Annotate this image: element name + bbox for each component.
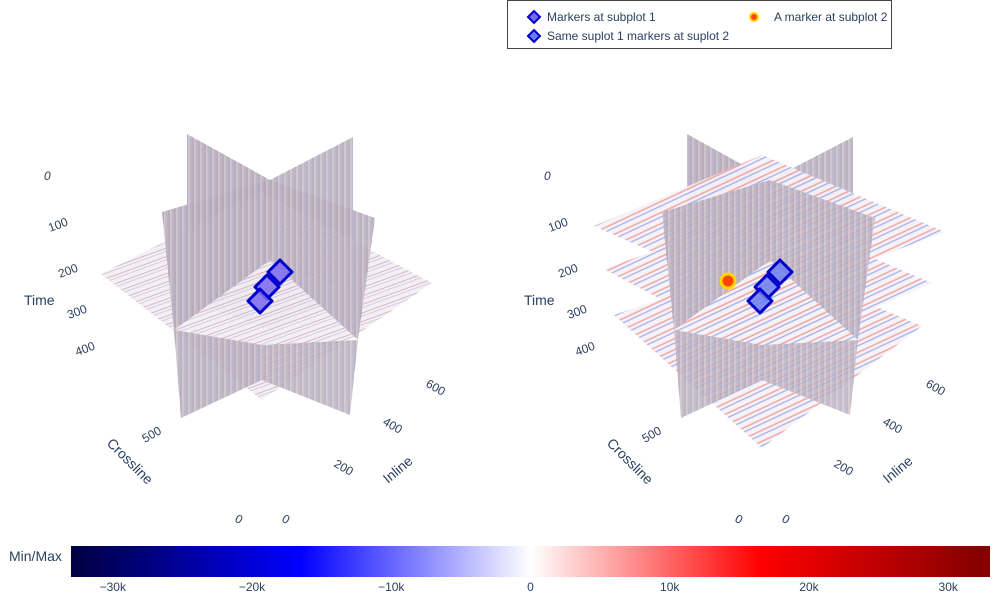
scene-1-y-tick: 500 — [140, 423, 165, 445]
colorbar: Min/Max −30k −20k −10k 0 10k 20k 30k — [0, 540, 1000, 600]
scene-1-markers[interactable] — [246, 258, 294, 315]
scene-2-crossline-slice-front — [770, 180, 875, 340]
colorbar-tick: −30k — [99, 580, 126, 594]
scene-2-z-tick: 300 — [565, 302, 589, 322]
scene-1-inline-slice-lower — [174, 330, 262, 418]
scene-2-z-tick: 400 — [573, 339, 597, 359]
scene-2-y-tick: 0 — [733, 511, 746, 527]
scene-2-x-tick: 400 — [881, 414, 906, 436]
scene-1-x-tick: 0 — [280, 511, 293, 527]
legend: Markers at subplot 1 Same suplot 1 marke… — [507, 0, 892, 49]
diamond-icon — [526, 28, 542, 44]
scene-2-x-tick: 200 — [832, 456, 857, 478]
scene-1[interactable]: 0 100 200 300 400 Time 600 400 200 0 Inl… — [24, 134, 448, 527]
scene-2-x-title: Inline — [880, 452, 916, 486]
colorbar-tick: 20k — [799, 580, 819, 594]
scene-1-crossline-slice-front — [270, 180, 375, 340]
scene-2-z-tick: 200 — [556, 261, 580, 281]
scene-1-z-tick: 400 — [73, 339, 97, 359]
scene-1-crossline-slice-lower — [262, 340, 358, 415]
scene-1-x-tick: 400 — [381, 414, 406, 436]
scene-2-z-title: Time — [524, 292, 555, 308]
legend-label: Same suplot 1 markers at suplot 2 — [547, 29, 730, 43]
scene-1-x-tick: 600 — [424, 376, 449, 398]
scene-1-y-tick: 0 — [233, 511, 246, 527]
scene-1-diamond-marker[interactable] — [266, 258, 294, 286]
legend-label: A marker at subplot 2 — [774, 10, 888, 24]
scene-2[interactable]: 0 100 200 300 400 Time 600 400 200 0 Inl… — [524, 134, 948, 527]
scene-2-z-tick: 100 — [546, 215, 570, 235]
scene-1-x-title: Inline — [380, 452, 416, 486]
colorbar-tick: 0 — [527, 580, 534, 594]
scene-2-x-tick: 600 — [924, 376, 949, 398]
scene-1-z-tick: 100 — [46, 215, 70, 235]
scene-1-x-tick: 200 — [332, 456, 357, 478]
scene-1-z-tick: 200 — [56, 261, 80, 281]
scene-2-crossline-slice-lower — [762, 340, 858, 415]
circle-icon — [749, 12, 759, 22]
scene-2-y-tick: 500 — [640, 423, 665, 445]
scene-2-z-tick: 0 — [544, 169, 551, 183]
colorbar-tick: −10k — [378, 580, 405, 594]
scenes-canvas[interactable]: 0 100 200 300 400 Time 600 400 200 0 Inl… — [0, 0, 1000, 540]
colorbar-tick: 10k — [660, 580, 680, 594]
colorbar-tick: 30k — [938, 580, 958, 594]
colorbar-title: Min/Max — [9, 548, 62, 564]
scene-1-z-tick: 300 — [65, 302, 89, 322]
colorbar-tick: −20k — [238, 580, 266, 594]
scene-1-diamond-marker[interactable] — [246, 287, 274, 315]
legend-label: Markers at subplot 1 — [547, 10, 656, 24]
scene-2-x-tick: 0 — [780, 511, 793, 527]
scene-2-diamond-marker[interactable] — [766, 258, 794, 286]
scene-1-inline-slice-front — [162, 180, 270, 330]
scene-1-z-tick: 0 — [44, 169, 51, 183]
diamond-icon — [526, 9, 542, 25]
colorbar-gradient — [71, 546, 990, 577]
scene-1-z-title: Time — [24, 292, 55, 308]
scene-2-inline-slice-lower — [674, 330, 762, 418]
scene-2-circle-marker[interactable] — [719, 272, 737, 290]
scene-2-inline-slice-front — [662, 180, 770, 330]
scene-2-diamond-marker[interactable] — [746, 287, 774, 315]
scene-2-markers[interactable] — [719, 258, 794, 315]
